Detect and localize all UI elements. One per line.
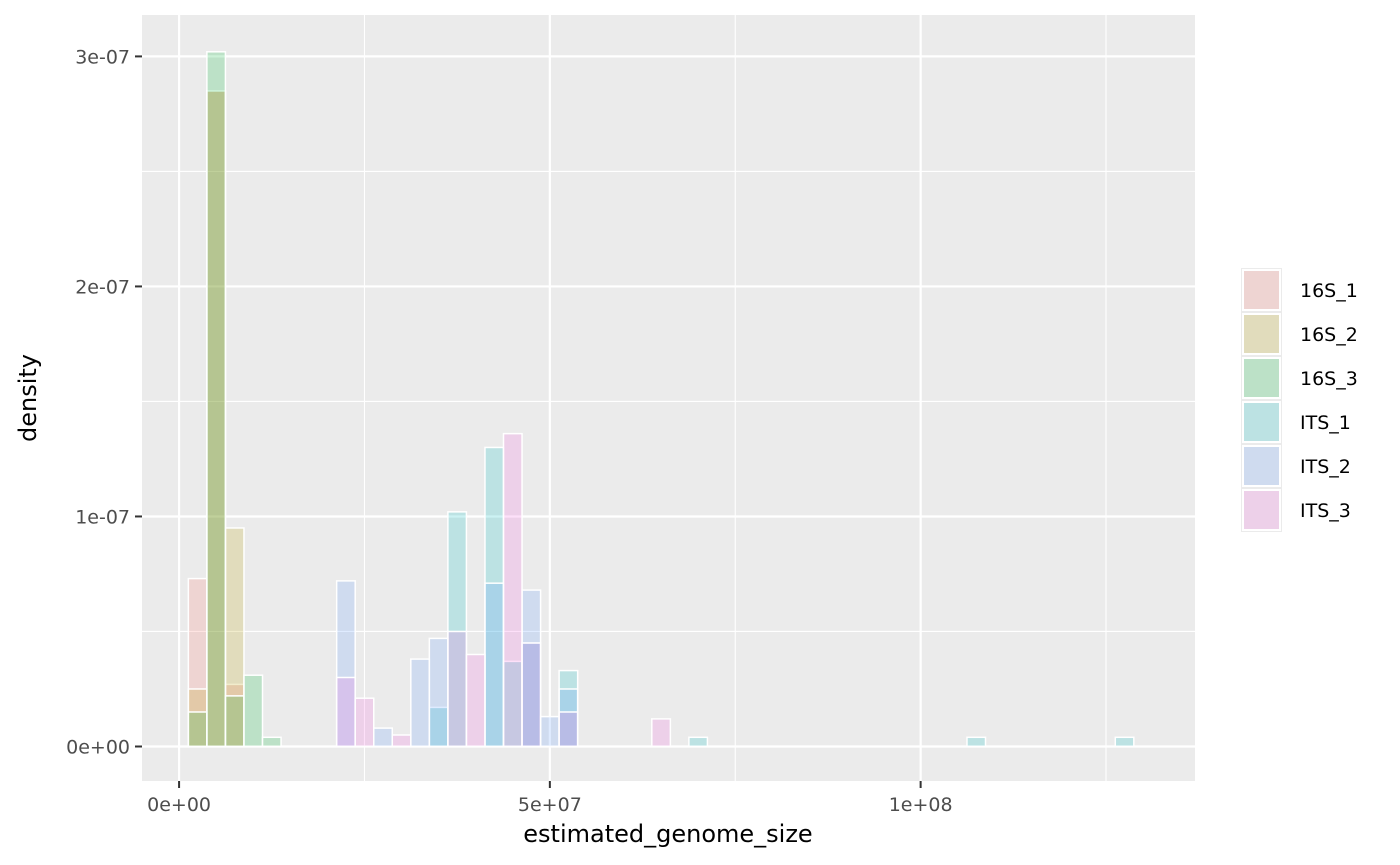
histogram-bar <box>391 734 412 748</box>
histogram-bars <box>187 51 1135 748</box>
legend-label: ITS_2 <box>1300 456 1351 478</box>
histogram-bar <box>372 727 394 748</box>
histogram-bar <box>484 582 505 748</box>
histogram-bar <box>465 653 486 748</box>
histogram-bar <box>1114 736 1135 748</box>
histogram-bar <box>335 676 356 748</box>
legend-label: 16S_2 <box>1300 324 1358 346</box>
minor-gridlines <box>142 15 1195 781</box>
histogram-bar <box>243 674 264 748</box>
legend-label: 16S_1 <box>1300 280 1358 302</box>
y-tick-label: 3e-07 <box>75 46 130 68</box>
x-tick-label: 0e+00 <box>147 794 211 816</box>
histogram-bar <box>447 630 468 748</box>
histogram-bar <box>261 736 282 748</box>
legend-swatch <box>1242 401 1281 443</box>
histogram-bar <box>224 695 245 748</box>
histogram-bar <box>187 711 208 748</box>
legend-swatch <box>1242 269 1281 311</box>
legend-label: ITS_3 <box>1300 500 1351 522</box>
x-tick-label: 1e+08 <box>889 794 953 816</box>
x-axis-title: estimated_genome_size <box>523 820 812 848</box>
histogram-bar <box>502 432 523 748</box>
histogram-bar <box>688 736 709 748</box>
histogram-bar <box>539 715 560 748</box>
legend-label: ITS_1 <box>1300 412 1351 434</box>
legend-swatch <box>1242 489 1281 531</box>
histogram-bar <box>966 736 987 748</box>
y-axis: 0e+00 1e-07 2e-07 3e-07 <box>66 46 142 758</box>
legend: 16S_1 16S_2 16S_3 ITS_1 ITS_2 ITS_3 <box>1241 268 1358 532</box>
x-tick-label: 5e+07 <box>518 794 582 816</box>
x-axis: 0e+00 5e+07 1e+08 <box>147 781 953 816</box>
y-tick-label: 2e-07 <box>75 276 130 298</box>
histogram-bar <box>521 642 542 748</box>
histogram-bar <box>410 658 431 748</box>
histogram-bar <box>558 711 579 748</box>
histogram-bar <box>428 637 449 748</box>
y-axis-title: density <box>14 354 42 442</box>
y-tick-label: 1e-07 <box>75 506 130 528</box>
histogram-bar <box>354 697 375 748</box>
panel-background <box>142 15 1195 781</box>
legend-swatch <box>1242 445 1281 487</box>
y-tick-label: 0e+00 <box>66 736 130 758</box>
histogram-bar <box>651 718 672 748</box>
legend-label: 16S_3 <box>1300 368 1358 390</box>
legend-swatch <box>1242 357 1281 399</box>
legend-swatch <box>1242 313 1281 355</box>
histogram-bar <box>206 51 227 748</box>
